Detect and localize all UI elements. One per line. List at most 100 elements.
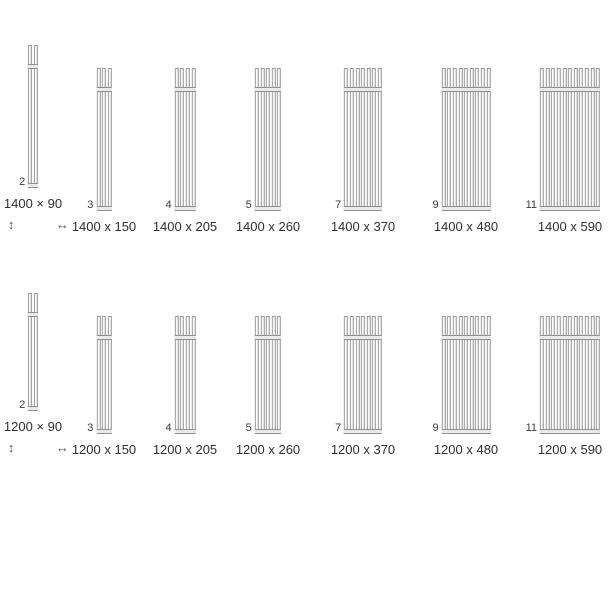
radiator-tube [260,316,265,434]
radiator-drawing: 2 [19,293,38,411]
radiator-drawing: 3 [87,68,112,211]
dimension-label: 1200 x 370 [330,442,396,457]
manifold-fill [344,336,382,339]
bottom-manifold-bar [540,429,600,434]
radiator-tube [102,316,106,434]
radiator-tube [469,316,474,434]
radiator-drawing: 7 [335,316,382,434]
dimension-label: 1400 x 150 [71,219,137,234]
manifold-fill [254,207,282,210]
manifold-fill [441,336,491,339]
bottom-manifold-bar [441,206,491,211]
radiator-drawing: 11 [526,68,600,211]
radiator-tube [372,316,377,434]
manifold-fill [540,88,600,91]
dimension-label: 1200 × 90 [3,419,63,434]
top-manifold-bar [344,87,382,92]
radiator-body: 5 [246,316,282,434]
radiator-tube [180,316,185,434]
radiator-variant: 7 1400 x 370 [331,68,395,233]
tube-count-label: 3 [87,199,94,211]
tube-count-label: 3 [87,422,94,434]
manifold-fill [28,313,38,316]
manifold-fill [540,430,600,433]
dimension-legend: ↕ ↔ [4,440,69,456]
radiator-variant: 7 1200 x 370 [331,316,395,456]
manifold-fill [96,336,112,339]
radiator-tube [562,316,567,434]
radiator-tube [96,316,101,434]
radiator-variant: 9 1400 x 480 [432,68,498,233]
manifold-fill [254,336,282,339]
manifold-fill [174,88,196,91]
tube-count-label: 2 [19,399,26,411]
radiator-body: 4 [165,68,196,211]
tube-count-label: 9 [432,199,439,211]
radiator-tube [174,316,179,434]
dimension-label: 1200 x 480 [433,442,499,457]
radiator-variant: 5 1200 x 260 [236,316,300,456]
radiator-variant: 11 1200 x 590 [526,316,602,456]
bottom-manifold-bar [344,429,382,434]
bottom-manifold-bar [96,206,112,211]
radiator-variant: 4 1200 x 205 [153,316,217,456]
width-arrow-icon: ↔ [55,440,69,455]
radiator-body: 11 [526,316,600,434]
radiator-variant: 9 1200 x 480 [432,316,499,457]
bottom-manifold-bar [174,206,196,211]
manifold-fill [28,407,38,410]
tube-count-label: 9 [432,422,439,434]
radiator-variant: 4 1400 x 205 [153,68,217,233]
radiator-body: 2 [19,293,38,411]
height-arrow-icon: ↕ [7,440,15,455]
radiator-variant: 5 1400 x 260 [236,68,300,233]
radiator-body: 3 [87,68,112,211]
radiator-drawing: 3 [87,316,112,434]
radiator-drawing: 5 [246,316,282,434]
radiator-tube [447,316,452,434]
top-manifold-bar [254,87,282,92]
radiator-tube [475,316,480,434]
height-arrow-icon: ↕ [7,217,15,232]
top-manifold-bar [174,335,196,340]
radiator-body: 11 [526,68,600,211]
radiator-tube [452,316,457,434]
tube-count-label: 4 [165,199,172,211]
dimension-label: 1200 x 150 [71,442,137,457]
bottom-manifold-bar [96,429,112,434]
manifold-fill [540,336,600,339]
manifold-fill [96,430,112,433]
radiator-body: 2 [19,45,38,188]
top-manifold-bar [96,87,112,92]
radiator-tube [441,316,446,434]
manifold-fill [96,207,112,210]
radiator-drawing: 2 [19,45,38,188]
tube-count-label: 11 [525,199,537,211]
tube-count-label: 7 [335,422,342,434]
radiator-tube [567,316,572,434]
top-manifold-bar [28,64,38,69]
width-arrow-icon: ↔ [55,217,69,232]
radiator-tube [540,316,544,434]
manifold-fill [174,336,196,339]
dimension-label: 1200 x 260 [235,442,301,457]
bottom-manifold-bar [254,206,282,211]
manifold-fill [344,88,382,91]
radiator-tube [107,316,112,434]
radiator-drawing: 9 [432,316,491,434]
radiator-tube [271,316,276,434]
radiator-tube [556,316,561,434]
top-manifold-bar [540,335,600,340]
radiator-body: 7 [335,68,382,211]
radiator-tube [33,293,38,411]
radiator-variant: 3 1400 x 150 [72,68,136,233]
tube-count-label: 11 [525,422,537,434]
bottom-manifold-bar [344,206,382,211]
radiator-body: 9 [432,68,491,211]
manifold-fill [174,207,196,210]
radiator-tube [480,316,485,434]
tube-count-label: 5 [245,199,252,211]
radiator-tube [573,316,578,434]
top-manifold-bar [96,335,112,340]
radiator-body: 9 [432,316,491,434]
